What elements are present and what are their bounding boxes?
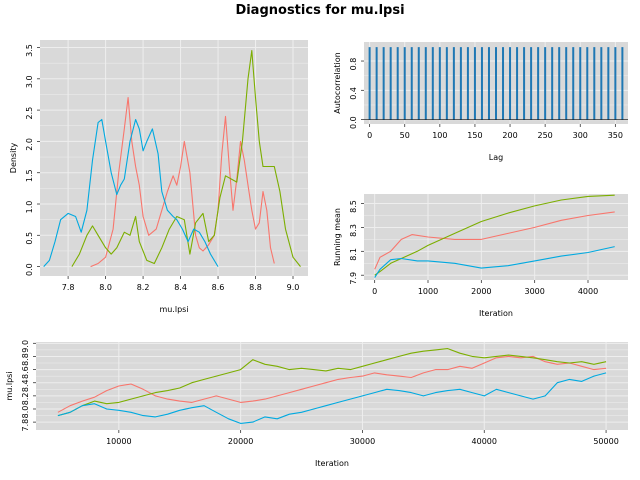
y-tick-label: 0.4 [349,87,358,100]
y-axis-label: Autocorrelation [333,52,342,114]
y-tick-label: 7.8 [21,419,30,432]
x-tick-label: 300 [573,131,588,140]
x-axis-label: Lag [489,153,503,162]
y-tick-label: 8.1 [349,248,358,261]
x-tick-label: 0 [367,131,372,140]
series-line-2 [57,348,607,417]
series-line-3 [57,372,607,424]
series-line-1 [374,211,615,270]
y-tick-label: 0.0 [349,116,358,129]
x-axis-label: Iteration [315,459,349,468]
y-tick-label: 8.4 [21,379,30,392]
y-tick-label: 0.5 [25,232,34,245]
autocorrelation-panel: 0 50 100 150 200 250 300 350 0.0 0.4 0.8 Lag Autocor… [333,42,628,162]
figure-title: Diagnostics for mu.lpsi [235,3,404,18]
x-tick-label: 1000 [418,287,438,296]
running_mean-panel: 0 1000 2000 3000 4000 7.9 8.1 8.3 8.5 Iteration Ru… [333,194,628,318]
y-tick-label: 9.0 [21,340,30,353]
x-tick-label: 8.4 [174,283,187,292]
panel-background [40,40,308,276]
x-tick-label: 150 [467,131,482,140]
series-line-3 [43,118,219,267]
y-tick-label: 1.5 [25,169,34,182]
x-tick-label: 200 [502,131,517,140]
x-tick-label: 8.8 [249,283,262,292]
panel-background [364,194,628,280]
series-line-2 [374,194,615,276]
x-tick-label: 0 [372,287,377,296]
x-tick-label: 20000 [228,437,253,446]
y-tick-label: 2.5 [25,107,34,120]
x-tick-label: 2000 [471,287,491,296]
x-tick-label: 250 [538,131,553,140]
y-tick-label: 8.3 [349,224,358,237]
y-tick-label: 0.0 [25,263,34,276]
x-tick-label: 30000 [350,437,375,446]
y-tick-label: 8.0 [21,406,30,419]
trace-panel: 10000 20000 30000 40000 50000 7.88.08.28.48.6… [5,340,628,468]
series-line-1 [57,355,607,413]
x-tick-label: 3000 [524,287,544,296]
density-panel: 7.8 8.0 8.2 8.4 8.6 8.8 9.0 0.0 0.5 1.0 1.5 2.0 2.5 3… [9,40,308,314]
series-line-2 [71,50,301,267]
y-tick-label: 8.5 [349,200,358,213]
x-tick-label: 8.6 [212,283,225,292]
x-tick-label: 350 [608,131,623,140]
y-tick-label: 8.8 [21,353,30,366]
panel-background [36,342,628,430]
y-tick-label: 0.8 [349,58,358,71]
y-tick-label: 8.2 [21,392,30,405]
x-axis-label: mu.lpsi [159,305,188,314]
y-tick-label: 2.0 [25,138,34,151]
x-axis-label: Iteration [479,309,513,318]
x-tick-label: 10000 [106,437,131,446]
x-tick-label: 50 [400,131,410,140]
x-tick-label: 9.0 [287,283,300,292]
x-tick-label: 7.8 [62,283,75,292]
y-tick-label: 8.6 [21,366,30,379]
x-tick-label: 100 [432,131,447,140]
y-axis-label: mu.lpsi [5,371,14,400]
y-tick-label: 1.0 [25,201,34,214]
y-tick-label: 3.0 [25,75,34,88]
x-tick-label: 50000 [593,437,618,446]
x-tick-label: 4000 [578,287,598,296]
x-tick-label: 8.2 [137,283,150,292]
y-tick-label: 3.5 [25,44,34,57]
series-line-3 [374,246,615,278]
x-tick-label: 8.0 [99,283,112,292]
y-axis-label: Density [9,143,18,174]
y-tick-label: 7.9 [349,272,358,285]
y-axis-label: Running mean [333,208,342,266]
x-tick-label: 40000 [472,437,497,446]
series-line-1 [90,97,275,268]
